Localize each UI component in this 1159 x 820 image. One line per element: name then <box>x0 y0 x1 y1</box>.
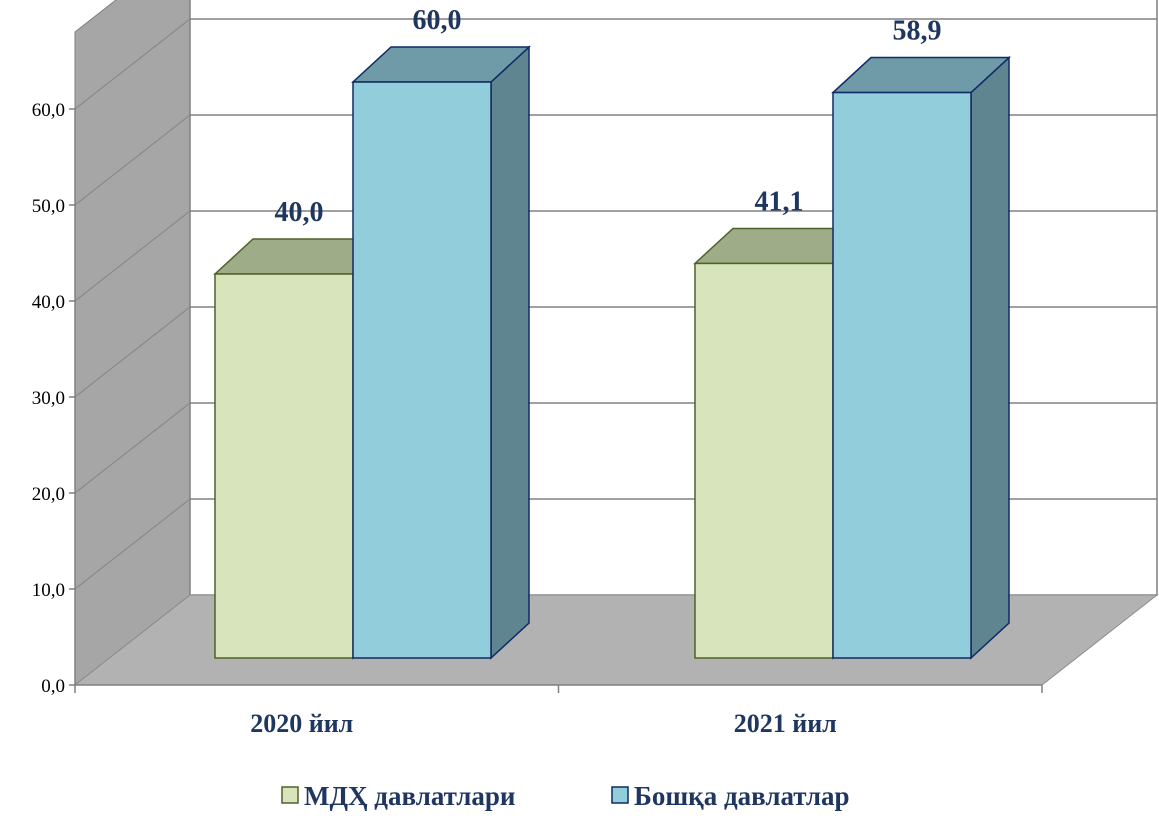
labels: 40,0 60,0 2020 йил 41,1 58,9 2021 йил <box>250 5 941 738</box>
bar <box>351 45 531 660</box>
gridline-side <box>74 498 191 590</box>
legend: МДҲ давлатлари Бошқа давлатлар <box>281 781 850 811</box>
side-wall <box>74 0 191 687</box>
gridline-side <box>74 402 191 494</box>
bar-side <box>970 55 1010 660</box>
data-label: 60,0 <box>413 5 462 36</box>
y-tick-label: 20,0 <box>32 484 65 505</box>
gridline-side <box>74 114 191 206</box>
data-label: 58,9 <box>893 16 942 47</box>
bar-front <box>352 81 492 659</box>
bars <box>213 45 1011 660</box>
legend-swatch <box>611 786 629 804</box>
gridline-side <box>74 18 191 110</box>
bar-front <box>694 262 834 659</box>
gridline-side <box>74 210 191 302</box>
x-category-label: 2020 йил <box>250 709 353 738</box>
y-tick-label: 40,0 <box>32 292 65 313</box>
x-category-label: 2021 йил <box>734 709 837 738</box>
data-label: 41,1 <box>755 186 804 217</box>
y-tick-label: 0,0 <box>41 676 65 697</box>
bar-front <box>832 91 972 659</box>
legend-item: МДҲ давлатлари <box>281 781 515 811</box>
y-tick-label: 60,0 <box>32 100 65 121</box>
legend-label: Бошқа давлатлар <box>634 781 850 811</box>
legend-label: МДҲ давлатлари <box>304 781 515 811</box>
y-tick-label: 50,0 <box>32 196 65 217</box>
bar-side <box>490 45 530 660</box>
legend-item: Бошқа давлатлар <box>611 781 850 811</box>
y-tick-label: 10,0 <box>32 580 65 601</box>
legend-swatch <box>281 786 299 804</box>
bar <box>831 55 1011 660</box>
axes: 0,0 10,0 20,0 30,0 40,0 50,0 60,0 <box>32 100 1043 697</box>
gridline-side <box>74 306 191 398</box>
bar-front <box>214 273 354 659</box>
y-tick-label: 30,0 <box>32 388 65 409</box>
data-label: 40,0 <box>275 197 324 228</box>
